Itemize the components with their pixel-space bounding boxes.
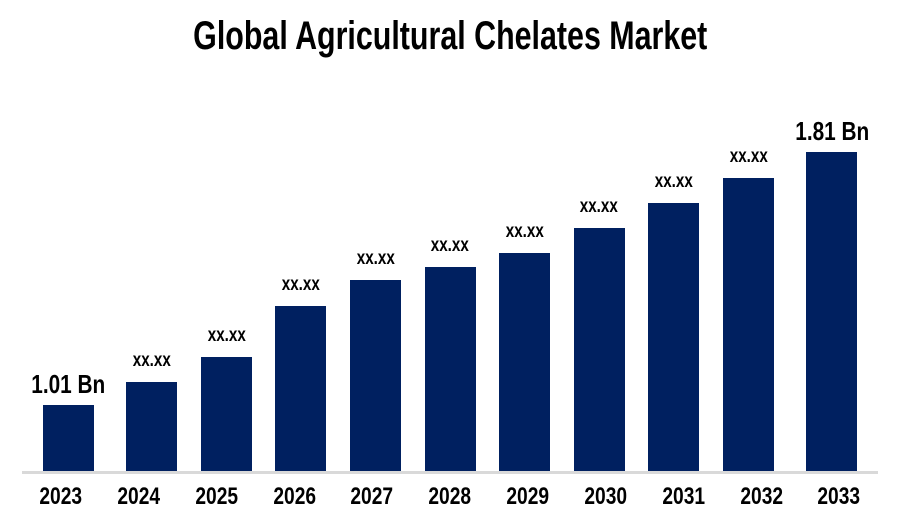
bar-column-2025: xx.xx: [189, 0, 264, 471]
bar-column-2029: xx.xx: [487, 0, 562, 471]
bar-value-label-2025: xx.xx: [207, 325, 246, 346]
plot-area: 1.01 Bn xx.xx xx.xx xx.xx xx.xx xx.xx xx.xx xx.…: [22, 0, 878, 474]
x-axis-tick-2029: 2029: [489, 485, 567, 509]
x-axis-label-2024: 2024: [117, 483, 161, 510]
x-axis-tick-2024: 2024: [100, 485, 178, 509]
bar-column-2028: xx.xx: [413, 0, 488, 471]
bar-column-2024: xx.xx: [115, 0, 190, 471]
bar-value-label-2031: xx.xx: [654, 171, 693, 192]
bar-2025: [200, 357, 252, 471]
bar-value-label-2028: xx.xx: [431, 235, 470, 256]
x-axis-tick-2023: 2023: [22, 485, 100, 509]
x-axis-label-2032: 2032: [739, 483, 783, 510]
chart-title-text: Global Agricultural Chelates Market: [192, 14, 708, 58]
x-axis-label-2023: 2023: [39, 483, 83, 510]
bar-2029: [499, 253, 551, 471]
bar-value-label-2027: xx.xx: [356, 248, 395, 269]
x-axis-label-2025: 2025: [195, 483, 238, 510]
bar-column-2031: xx.xx: [636, 0, 711, 471]
bar-value-label-2026: xx.xx: [281, 274, 320, 295]
bar-column-2030: xx.xx: [562, 0, 637, 471]
bar-value-label-2023: 1.01 Bn: [31, 369, 106, 399]
bar-2033: [806, 152, 858, 471]
bar-2024: [126, 382, 178, 471]
x-axis-label-2026: 2026: [272, 483, 316, 510]
x-axis-label-2027: 2027: [350, 483, 394, 510]
bar-value-label-2030: xx.xx: [580, 196, 619, 217]
x-axis-tick-2032: 2032: [722, 485, 800, 509]
x-axis-tick-2033: 2033: [800, 485, 878, 509]
bar-2027: [349, 280, 401, 471]
bar-2031: [648, 203, 700, 471]
x-axis-label-2030: 2030: [584, 483, 627, 510]
bar-value-label-2029: xx.xx: [505, 221, 544, 242]
bar-value-label-2033: 1.81 Bn: [794, 116, 869, 146]
x-axis-tick-2028: 2028: [411, 485, 489, 509]
chart-title: Global Agricultural Chelates Market: [0, 14, 900, 58]
x-axis-tick-2031: 2031: [645, 485, 723, 509]
bar-2030: [573, 228, 625, 471]
bar-column-2023: 1.01 Bn: [22, 0, 115, 471]
bar-value-label-2032: xx.xx: [729, 146, 768, 167]
x-axis-label-2033: 2033: [817, 483, 861, 510]
bar-2032: [722, 178, 774, 471]
x-axis-tick-2026: 2026: [255, 485, 333, 509]
x-axis-tick-2030: 2030: [567, 485, 645, 509]
x-axis-labels: 2023 2024 2025 2026 2027 2028 2029 2030 2031 2032…: [22, 474, 878, 509]
bar-2023: [42, 405, 94, 471]
bar-column-2033: 1.81 Bn: [786, 0, 879, 471]
x-axis-label-2031: 2031: [662, 483, 705, 510]
bar-column-2032: xx.xx: [711, 0, 786, 471]
x-axis-label-2029: 2029: [506, 483, 550, 510]
bar-column-2026: xx.xx: [264, 0, 339, 471]
x-axis-label-2028: 2028: [428, 483, 472, 510]
x-axis-tick-2027: 2027: [333, 485, 411, 509]
bar-column-2027: xx.xx: [338, 0, 413, 471]
x-axis-tick-2025: 2025: [178, 485, 256, 509]
bar-2026: [275, 306, 327, 471]
bar-value-label-2024: xx.xx: [132, 350, 171, 371]
bar-2028: [424, 267, 476, 471]
